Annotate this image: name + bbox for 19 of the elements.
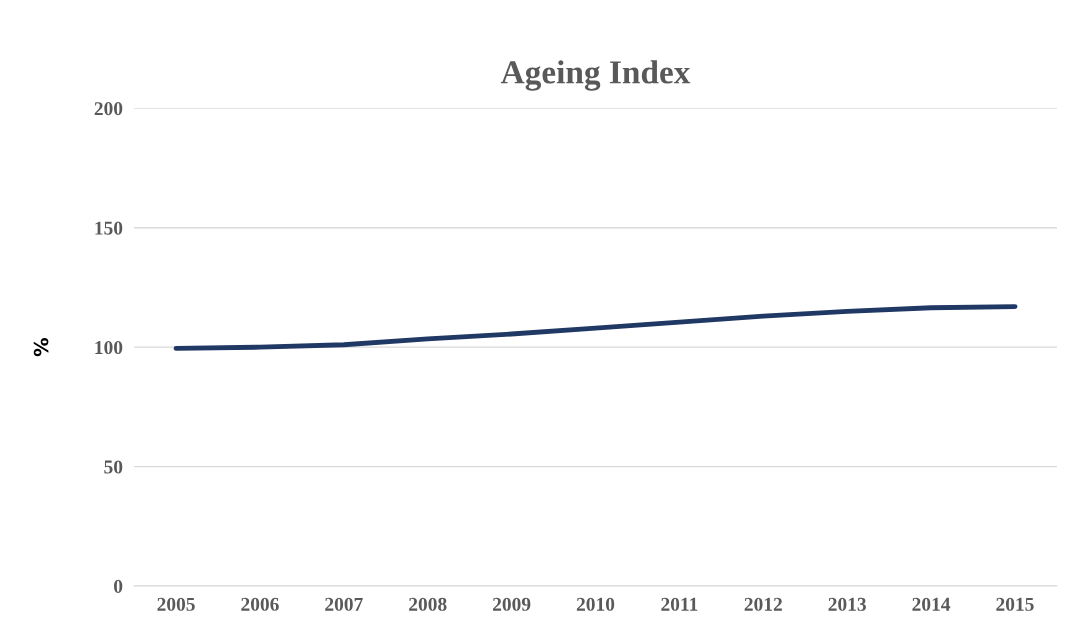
x-tick-label: 2015 (996, 597, 1034, 611)
x-tick-label: 2012 (744, 597, 782, 611)
x-tick-label: 2008 (409, 597, 447, 611)
x-tick-label: 2011 (661, 597, 698, 611)
y-tick-label: 200 (94, 102, 123, 116)
x-tick-label: 2007 (325, 597, 363, 611)
x-tick-label: 2014 (912, 597, 951, 611)
y-tick-label: 50 (104, 460, 123, 474)
chart-title: Ageing Index (500, 60, 691, 91)
y-axis-title: % (33, 338, 49, 357)
y-tick-label: 150 (95, 221, 123, 235)
x-tick-label: 2013 (828, 597, 866, 611)
x-tick-label: 2009 (493, 597, 531, 611)
y-tick-label: 100 (95, 340, 123, 355)
x-tick-label: 2005 (157, 597, 195, 611)
x-tick-label: 2006 (241, 597, 279, 611)
x-tick-label: 2010 (576, 597, 615, 611)
line-series (173, 304, 1018, 351)
y-tick-label: 0 (114, 579, 123, 593)
